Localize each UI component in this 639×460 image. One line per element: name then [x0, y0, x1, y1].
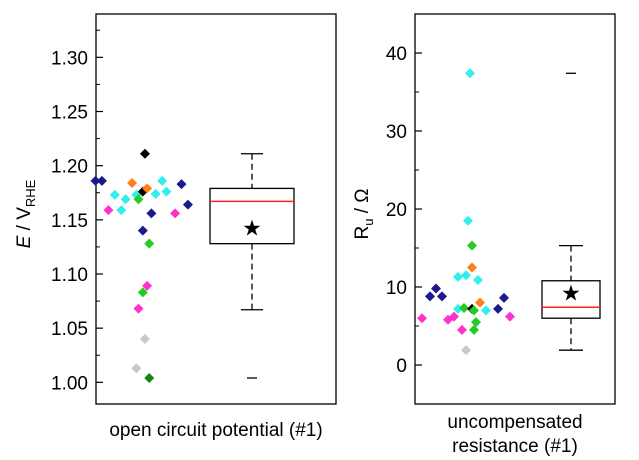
y-tick-label: 1.05	[51, 319, 88, 340]
data-point	[176, 179, 187, 190]
y-tick-label: 20	[386, 200, 407, 221]
y-axis-label-1-subscript: RHE	[23, 179, 38, 207]
data-point	[453, 271, 463, 282]
box-plot-2: ★	[541, 72, 601, 351]
y-tick-label: 1.10	[51, 265, 88, 286]
data-point	[471, 317, 481, 328]
data-point	[161, 186, 172, 197]
data-point	[469, 324, 479, 335]
y-axis-label-2-separator: /	[352, 203, 373, 219]
data-point	[157, 175, 168, 186]
data-point	[467, 240, 477, 251]
data-point	[170, 208, 181, 219]
data-point	[139, 334, 150, 344]
mean-star: ★	[561, 281, 581, 306]
data-point	[457, 324, 467, 335]
data-point	[461, 270, 471, 281]
y-axis-ticks-1: 1.00 1.05 1.10 1.15 1.20 1.25 1.30	[51, 29, 103, 394]
y-tick-label: 1.20	[51, 157, 88, 178]
y-tick-label: 1.00	[51, 373, 88, 394]
y-axis-label-2-main: R	[352, 226, 373, 240]
data-point	[116, 205, 127, 216]
y-axis-label-1-main: E	[14, 235, 35, 248]
y-tick-label: 40	[386, 44, 407, 65]
mean-star: ★	[242, 216, 262, 241]
data-point	[417, 313, 427, 324]
y-axis-label-2-subscript: u	[361, 219, 376, 226]
x-axis-label-2-line2: resistance (#1)	[452, 436, 578, 457]
data-point	[150, 188, 161, 199]
data-point	[499, 292, 509, 303]
y-tick-label: 0	[396, 356, 407, 377]
data-point	[146, 208, 157, 219]
data-point	[461, 345, 471, 356]
data-point	[182, 199, 193, 210]
data-point	[431, 283, 441, 294]
iqr-box	[541, 280, 601, 319]
data-point	[142, 183, 153, 194]
iqr-box	[209, 187, 295, 245]
y-axis-label-2-unit: Ω	[352, 188, 373, 202]
data-point	[453, 303, 463, 314]
data-point	[120, 194, 131, 205]
data-point	[437, 291, 447, 302]
panel-uncompensated-resistance: 0 10 20 30 40 ★ uncompensated resistance (#1…	[352, 13, 616, 457]
data-point	[133, 303, 144, 314]
data-point	[481, 305, 491, 316]
y-tick-label: 1.30	[51, 48, 88, 69]
data-point	[139, 148, 150, 159]
box-plot-1: ★	[209, 153, 295, 379]
data-point	[425, 291, 435, 302]
scatter-points-1	[90, 148, 193, 383]
data-point	[133, 194, 144, 205]
data-point	[90, 175, 101, 186]
data-point	[493, 303, 503, 314]
data-point	[465, 68, 475, 79]
data-point	[131, 363, 142, 374]
data-point	[473, 274, 483, 285]
x-axis-label-2-line1: uncompensated	[447, 412, 582, 433]
data-point	[463, 215, 473, 226]
data-point	[109, 189, 120, 200]
data-point	[449, 311, 459, 322]
panel-open-circuit-potential: 1.00 1.05 1.10 1.15 1.20 1.25 1.30 ★ open circ…	[14, 13, 337, 441]
data-point	[96, 175, 107, 186]
data-point	[475, 297, 485, 308]
scatter-points-2	[417, 68, 515, 356]
y-tick-label: 10	[386, 278, 407, 299]
data-point	[137, 287, 148, 298]
data-point	[142, 280, 153, 291]
data-point	[144, 238, 155, 249]
y-tick-label: 30	[386, 122, 407, 143]
data-point	[467, 262, 477, 273]
x-axis-label-1: open circuit potential (#1)	[109, 420, 322, 441]
data-point	[505, 311, 515, 322]
data-point	[144, 373, 155, 383]
y-axis-label-1: E / VRHE	[14, 179, 38, 248]
data-point	[103, 205, 114, 216]
y-axis-label-1-unit: / V	[14, 207, 35, 236]
data-point	[137, 225, 148, 236]
y-axis-label-2: Ru / Ω	[352, 188, 376, 239]
data-point	[469, 305, 479, 316]
y-tick-label: 1.15	[51, 211, 88, 232]
data-point	[127, 178, 138, 188]
plot-frame-1	[95, 13, 337, 405]
plot-frame-2	[414, 13, 616, 405]
y-tick-label: 1.25	[51, 103, 88, 124]
y-axis-ticks-2: 0 10 20 30 40	[386, 13, 422, 405]
data-point	[459, 303, 469, 314]
